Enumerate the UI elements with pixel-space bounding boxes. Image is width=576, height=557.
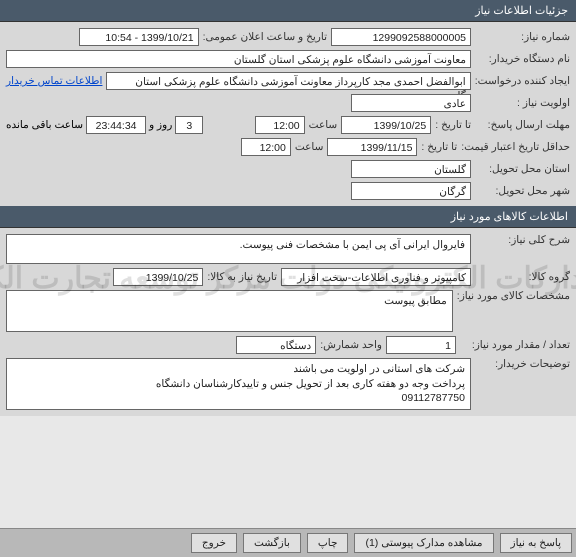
announce-label: تاریخ و ساعت اعلان عمومی: [203,31,327,43]
spec-field: مطابق پیوست [6,290,453,332]
exit-button[interactable]: خروج [191,533,237,553]
time-label-1: ساعت [309,119,338,131]
attachments-button[interactable]: مشاهده مدارک پیوستی (1) [354,533,493,553]
to-date-label-1: تا تاریخ : [435,119,471,131]
desc-label: شرح کلی نیاز: [475,234,570,246]
creator-label: ایجاد کننده درخواست: [475,75,570,87]
section2-header: اطلاعات کالاهای مورد نیاز [0,206,576,228]
validity-label: حداقل تاریخ اعتبار قیمت: [461,141,570,153]
time-label-2: ساعت [295,141,324,153]
desc-field: فایروال ایرانی آی پی ایمن با مشخصات فنی … [6,234,471,264]
spec-label: مشخصات کالای مورد نیاز: [457,290,570,302]
validity-time-field: 12:00 [241,138,291,156]
contact-link[interactable]: اطلاعات تماس خریدار [6,75,102,87]
qty-field: 1 [386,336,456,354]
remaining-days-field: 3 [175,116,203,134]
section2-body: شرح کلی نیاز: فایروال ایرانی آی پی ایمن … [0,228,576,416]
buyer-label: نام دستگاه خریدار: [475,53,570,65]
delivery-province-field: گلستان [351,160,471,178]
need-date-label: تاریخ نیاز به کالا: [207,271,277,283]
notes-label: توضیحات خریدار: [475,358,570,370]
validity-date-field: 1399/11/15 [327,138,417,156]
print-button[interactable]: چاپ [307,533,349,553]
req-number-label: شماره نیاز: [475,31,570,43]
buyer-field: معاونت آموزشی دانشگاه علوم پزشکی استان گ… [6,50,471,68]
priority-field: عادی [351,94,471,112]
announce-field: 1399/10/21 - 10:54 [79,28,199,46]
delivery-city-field: گرگان [351,182,471,200]
deadline-send-label: مهلت ارسال پاسخ: [475,119,570,131]
respond-button[interactable]: پاسخ به نیاز [500,533,572,553]
notes-field: شرکت های استانی در اولویت می باشند پرداخ… [6,358,471,410]
need-date-field: 1399/10/25 [113,268,203,286]
qty-label: تعداد / مقدار مورد نیاز: [460,339,570,351]
group-field: کامپیوتر و فناوری اطلاعات-سخت افزار [281,268,471,286]
priority-label: اولویت نیاز : [475,97,570,109]
delivery-province-label: استان محل تحویل: [475,163,570,175]
section1-body: شماره نیاز: 1299092588000005 تاریخ و ساع… [0,22,576,206]
section1-header: جزئیات اطلاعات نیاز [0,0,576,22]
group-label: گروه کالا: [475,271,570,283]
remaining-time-field: 23:44:34 [86,116,146,134]
to-date-label-2: تا تاریخ : [421,141,457,153]
footer-toolbar: پاسخ به نیاز مشاهده مدارک پیوستی (1) چاپ… [0,528,576,557]
delivery-city-label: شهر محل تحویل: [475,185,570,197]
deadline-date-field: 1399/10/25 [341,116,431,134]
remaining-days-label: روز و [149,119,172,131]
req-number-field: 1299092588000005 [331,28,471,46]
deadline-time-field: 12:00 [255,116,305,134]
remaining-block: 3 روز و 23:44:34 ساعت باقی مانده [6,116,203,134]
unit-label: واحد شمارش: [320,339,382,351]
creator-field: ابوالفضل احمدی مجد کارپرداز معاونت آموزش… [106,72,470,90]
unit-field: دستگاه [236,336,316,354]
remaining-suffix: ساعت باقی مانده [6,119,83,131]
back-button[interactable]: بازگشت [243,533,301,553]
